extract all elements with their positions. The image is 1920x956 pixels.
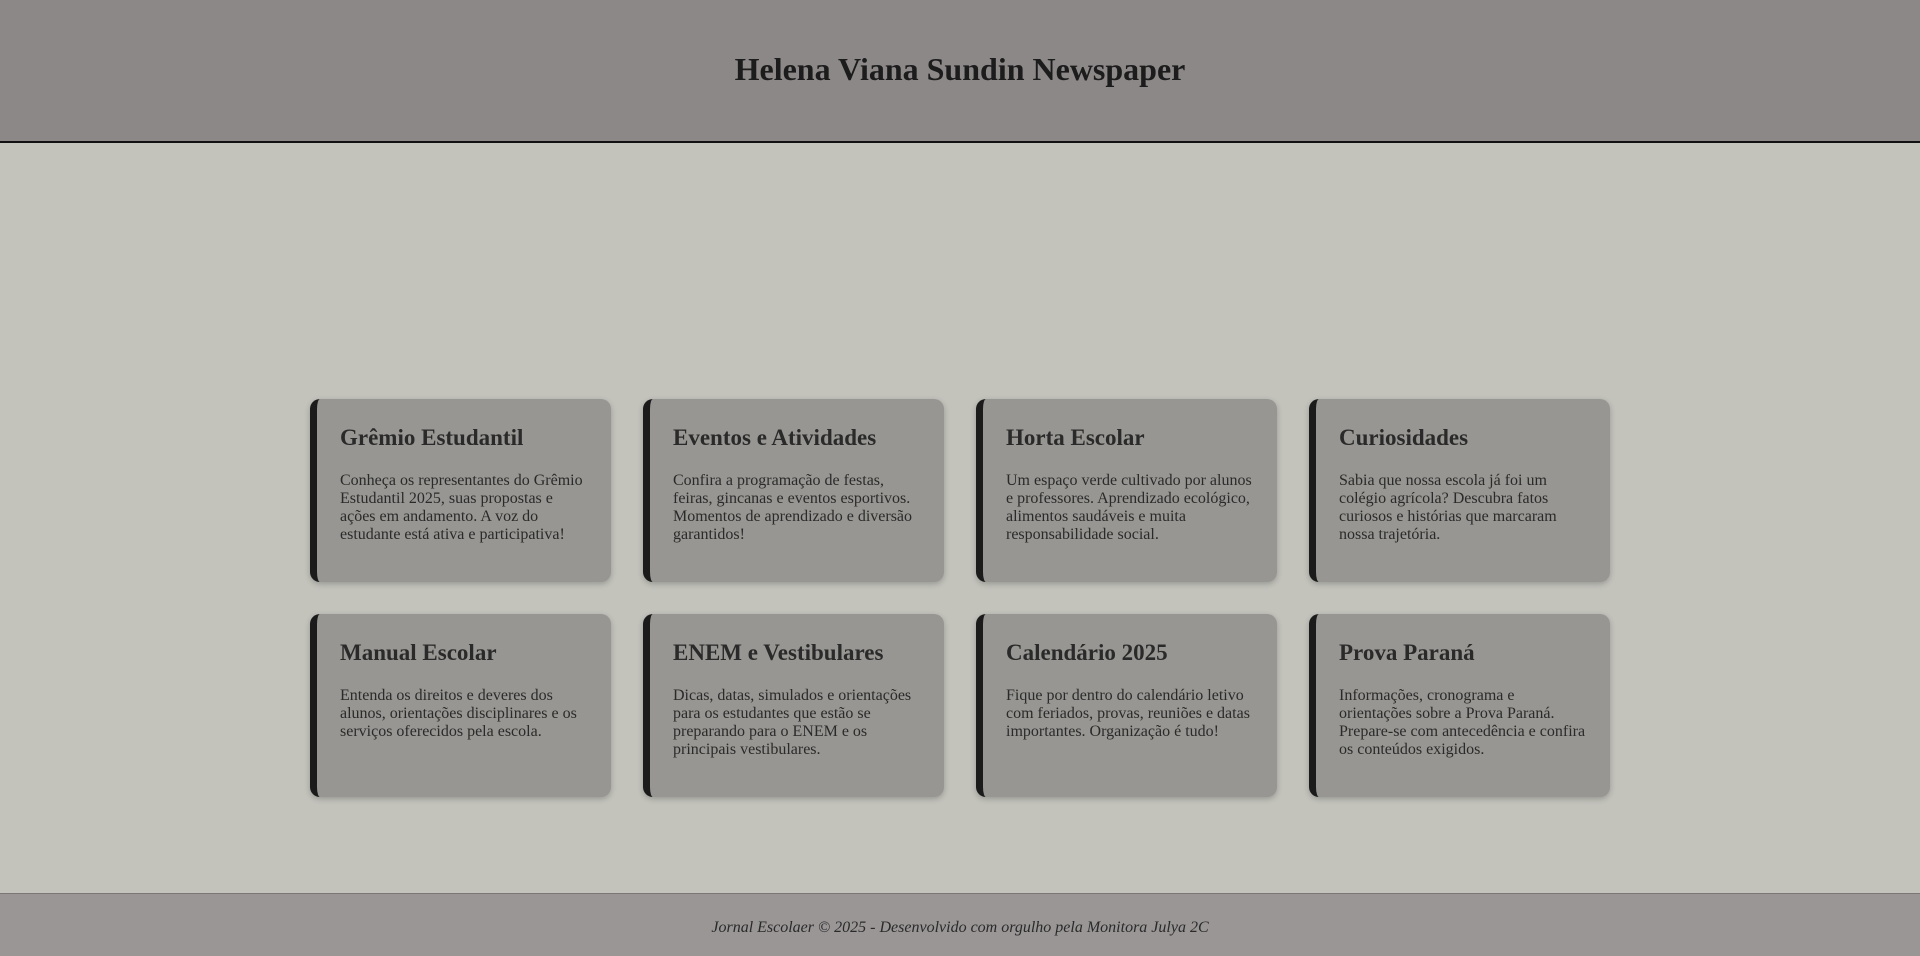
card-text: Confira a programação de festas, feiras,… <box>673 472 913 543</box>
card-curiosidades[interactable]: Curiosidades Sabia que nossa escola já f… <box>1309 399 1610 582</box>
card-text: Um espaço verde cultivado por alunos e p… <box>1006 472 1252 543</box>
site-title: Helena Viana Sundin Newspaper <box>734 51 1186 87</box>
card-enem-vestibulares[interactable]: ENEM e Vestibulares Dicas, datas, simula… <box>643 614 944 797</box>
card-title: ENEM e Vestibulares <box>673 640 884 665</box>
footer-text: Jornal Escolaer © 2025 - Desenvolvido co… <box>711 919 1209 936</box>
card-text: Sabia que nossa escola já foi um colégio… <box>1339 472 1557 543</box>
card-text: Conheça os representantes do Grêmio Estu… <box>340 472 583 543</box>
site-header: Helena Viana Sundin Newspaper <box>0 0 1920 143</box>
card-title: Prova Paraná <box>1339 640 1475 665</box>
card-gremio-estudantil[interactable]: Grêmio Estudantil Conheça os representan… <box>310 399 611 582</box>
card-prova-parana[interactable]: Prova Paraná Informações, cronograma e o… <box>1309 614 1610 797</box>
site-footer: Jornal Escolaer © 2025 - Desenvolvido co… <box>0 893 1920 956</box>
cards-grid: Grêmio Estudantil Conheça os representan… <box>310 399 1610 797</box>
card-title: Eventos e Atividades <box>673 425 877 450</box>
card-text: Dicas, datas, simulados e orientações pa… <box>673 687 912 758</box>
card-title: Curiosidades <box>1339 425 1469 450</box>
card-title: Calendário 2025 <box>1006 640 1168 665</box>
card-calendario-2025[interactable]: Calendário 2025 Fique por dentro do cale… <box>976 614 1277 797</box>
card-manual-escolar[interactable]: Manual Escolar Entenda os direitos e dev… <box>310 614 611 797</box>
card-text: Entenda os direitos e deveres dos alunos… <box>340 687 577 740</box>
card-horta-escolar[interactable]: Horta Escolar Um espaço verde cultivado … <box>976 399 1277 582</box>
card-text: Informações, cronograma e orientações so… <box>1339 687 1586 758</box>
card-text: Fique por dentro do calendário letivo co… <box>1006 687 1250 740</box>
card-title: Manual Escolar <box>340 640 497 665</box>
card-title: Grêmio Estudantil <box>340 425 524 450</box>
card-title: Horta Escolar <box>1006 425 1145 450</box>
card-eventos-atividades[interactable]: Eventos e Atividades Confira a programaç… <box>643 399 944 582</box>
